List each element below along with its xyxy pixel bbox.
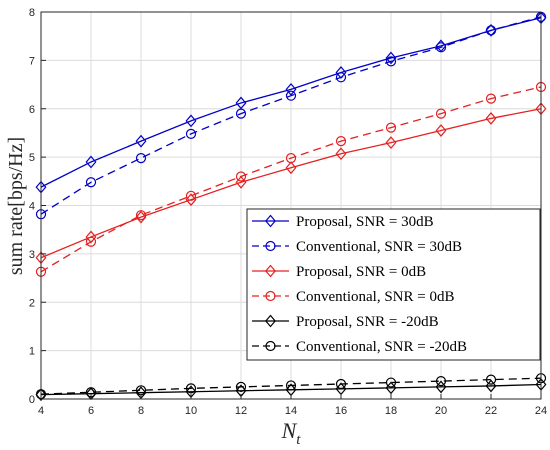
series-line bbox=[40, 377, 542, 395]
data-point bbox=[485, 25, 497, 36]
legend-label: Proposal, SNR = -20dB bbox=[296, 314, 439, 330]
data-point bbox=[185, 383, 197, 394]
series-line bbox=[40, 16, 542, 215]
y-axis-label: sum rate[bps/Hz] bbox=[5, 137, 27, 275]
y-tick-label: 8 bbox=[29, 7, 35, 19]
x-tick-label: 14 bbox=[285, 405, 297, 417]
legend-entry: Conventional, SNR = 30dB bbox=[252, 239, 462, 255]
series-line bbox=[40, 17, 542, 188]
legend-label: Proposal, SNR = 30dB bbox=[296, 214, 434, 230]
x-tick-label: 6 bbox=[88, 405, 94, 417]
legend: Proposal, SNR = 30dB Conventional, SNR = … bbox=[246, 208, 541, 361]
legend-label: Conventional, SNR = 30dB bbox=[296, 239, 462, 255]
data-point bbox=[85, 236, 97, 247]
x-tick-label: 18 bbox=[385, 405, 397, 417]
data-point bbox=[485, 23, 497, 37]
data-point bbox=[35, 388, 47, 402]
data-point bbox=[435, 376, 447, 387]
y-tick-label: 7 bbox=[29, 55, 35, 67]
series-2 bbox=[35, 11, 547, 220]
data-point bbox=[185, 193, 197, 207]
data-point bbox=[485, 379, 497, 393]
legend-marker bbox=[265, 290, 276, 302]
data-point bbox=[485, 111, 497, 125]
legend-label: Conventional, SNR = -20dB bbox=[296, 339, 467, 355]
legend-box bbox=[246, 208, 541, 361]
data-point bbox=[135, 152, 147, 164]
data-point bbox=[235, 96, 247, 110]
data-point bbox=[235, 171, 247, 182]
y-tick-label: 3 bbox=[29, 249, 35, 261]
data-point bbox=[285, 161, 297, 175]
data-point bbox=[385, 122, 397, 133]
legend-marker bbox=[265, 340, 276, 352]
legend-entry: Proposal, SNR = 0dB bbox=[252, 264, 426, 280]
legend-entry: Conventional, SNR = 0dB bbox=[252, 289, 454, 305]
data-point bbox=[235, 108, 247, 119]
data-point bbox=[335, 136, 347, 147]
data-point bbox=[485, 93, 497, 104]
x-tick-label: 8 bbox=[138, 405, 144, 417]
data-point bbox=[285, 152, 297, 164]
x-tick-label: 24 bbox=[535, 405, 547, 417]
data-point bbox=[435, 42, 447, 53]
data-point bbox=[185, 128, 197, 140]
data-point bbox=[285, 82, 297, 96]
data-point bbox=[85, 155, 97, 169]
y-tick-label: 6 bbox=[29, 104, 35, 116]
y-tick-label: 1 bbox=[29, 346, 35, 358]
data-point bbox=[135, 210, 147, 224]
data-point bbox=[335, 72, 347, 83]
x-axis-label-main: N bbox=[281, 418, 298, 443]
y-tick-label: 5 bbox=[29, 152, 35, 164]
y-tick-label: 2 bbox=[29, 297, 35, 309]
x-tick-label: 4 bbox=[38, 405, 44, 417]
legend-entry: Proposal, SNR = -20dB bbox=[252, 314, 439, 330]
legend-entry: Conventional, SNR = -20dB bbox=[252, 339, 467, 355]
data-point bbox=[135, 134, 147, 148]
y-tick-label: 0 bbox=[29, 394, 35, 406]
legend-entry: Proposal, SNR = 30dB bbox=[252, 214, 434, 230]
legend-marker bbox=[265, 214, 276, 228]
x-tick-label: 10 bbox=[185, 405, 197, 417]
data-point bbox=[135, 210, 147, 221]
data-point bbox=[185, 190, 197, 201]
legend-marker bbox=[265, 240, 276, 252]
legend-label: Conventional, SNR = 0dB bbox=[296, 289, 454, 305]
x-tick-label: 20 bbox=[435, 405, 447, 417]
x-tick-label: 22 bbox=[485, 405, 497, 417]
legend-label: Proposal, SNR = 0dB bbox=[296, 264, 426, 280]
data-point bbox=[385, 56, 397, 67]
data-point bbox=[485, 374, 497, 385]
data-point bbox=[435, 108, 447, 119]
x-axis-label: Nt bbox=[281, 418, 302, 448]
data-point bbox=[85, 177, 97, 188]
legend-marker bbox=[265, 264, 276, 278]
data-point bbox=[185, 114, 197, 128]
data-point bbox=[285, 380, 297, 391]
data-point bbox=[335, 147, 347, 161]
data-point bbox=[285, 90, 297, 101]
legend-marker bbox=[265, 314, 276, 328]
data-point bbox=[385, 377, 397, 388]
series-line bbox=[40, 86, 542, 273]
x-axis-label-subscript: t bbox=[296, 432, 301, 448]
data-point bbox=[385, 51, 397, 65]
data-point bbox=[335, 378, 347, 390]
x-tick-label: 12 bbox=[235, 405, 247, 417]
data-point bbox=[435, 124, 447, 137]
y-tick-label: 4 bbox=[29, 201, 35, 213]
data-point bbox=[235, 381, 247, 393]
data-point bbox=[385, 136, 397, 150]
x-tick-label: 16 bbox=[335, 405, 347, 417]
